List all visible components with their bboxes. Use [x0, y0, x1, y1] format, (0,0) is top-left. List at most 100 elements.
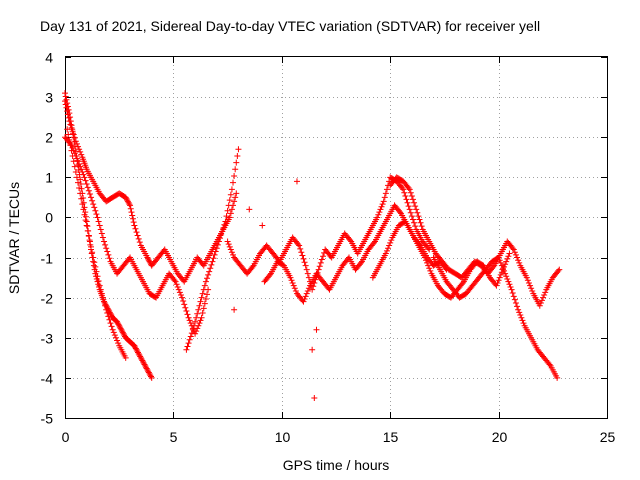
data-point	[136, 239, 143, 246]
data-point	[101, 238, 108, 245]
data-point	[383, 186, 390, 193]
data-point	[145, 255, 152, 262]
data-point	[69, 130, 76, 137]
data-point	[146, 258, 153, 265]
data-point	[541, 291, 548, 298]
data-point	[69, 152, 76, 159]
data-point	[64, 126, 71, 133]
data-point	[173, 281, 180, 288]
data-point	[496, 274, 503, 281]
data-point	[200, 305, 207, 312]
data-point	[65, 114, 72, 121]
data-point	[70, 134, 77, 141]
data-point	[186, 336, 193, 343]
x-tick-labels: 0 5 10 15 20 25	[62, 429, 616, 445]
data-point	[102, 302, 109, 309]
data-point	[537, 300, 544, 307]
x-tick-label: 0	[62, 429, 70, 445]
data-point	[199, 310, 206, 317]
data-point	[202, 278, 209, 285]
data-point	[171, 277, 178, 284]
data-point	[94, 278, 101, 285]
data-point	[224, 238, 231, 245]
data-point	[375, 211, 382, 218]
data-point	[301, 259, 308, 266]
data-point	[137, 354, 144, 361]
data-point	[77, 176, 84, 183]
data-point	[318, 256, 325, 263]
data-point	[132, 345, 139, 352]
data-point	[424, 259, 431, 266]
data-point	[412, 223, 419, 230]
data-point	[219, 228, 226, 235]
data-point	[296, 242, 303, 249]
data-point	[315, 266, 322, 273]
data-point	[512, 251, 519, 258]
data-point	[414, 209, 421, 216]
data-point	[187, 333, 194, 340]
data-point	[528, 285, 535, 292]
data-point	[426, 265, 433, 272]
data-point	[413, 206, 420, 213]
data-point	[72, 148, 79, 155]
data-point	[88, 194, 95, 201]
data-point	[181, 301, 188, 308]
data-point	[382, 250, 389, 257]
data-point	[72, 138, 79, 145]
data-point	[192, 330, 199, 337]
data-point	[499, 266, 506, 273]
data-point	[192, 318, 199, 325]
data-point	[133, 346, 140, 353]
data-point	[75, 162, 82, 169]
data-point	[510, 246, 517, 253]
data-point	[259, 222, 266, 229]
data-point	[376, 209, 383, 216]
data-point	[293, 178, 300, 185]
data-point	[288, 277, 295, 284]
data-point	[515, 257, 522, 264]
data-point	[498, 269, 505, 276]
data-point	[309, 346, 316, 353]
data-point	[249, 263, 256, 270]
data-point	[144, 366, 151, 373]
data-point	[388, 237, 395, 244]
data-point	[86, 191, 93, 198]
data-point	[110, 329, 117, 336]
data-point	[179, 294, 186, 301]
data-point	[211, 251, 218, 258]
data-point	[186, 317, 193, 324]
data-point	[503, 258, 510, 265]
data-point	[415, 213, 422, 220]
data-point	[204, 291, 211, 298]
data-point	[101, 298, 108, 305]
data-point	[516, 309, 523, 316]
data-point	[232, 166, 239, 173]
data-point	[81, 211, 88, 218]
data-point	[99, 294, 106, 301]
data-point	[64, 100, 71, 107]
data-point	[131, 222, 138, 229]
data-point	[374, 214, 381, 221]
data-point	[215, 238, 222, 245]
data-point	[304, 270, 311, 277]
data-point	[77, 190, 84, 197]
data-point	[554, 374, 561, 381]
data-point	[142, 362, 149, 369]
data-point	[506, 281, 513, 288]
data-point	[302, 293, 309, 300]
y-tick-label: 2	[45, 130, 53, 146]
data-point	[235, 146, 242, 153]
data-point	[93, 268, 100, 275]
data-point	[132, 344, 139, 351]
data-point	[407, 209, 414, 216]
data-point	[504, 275, 511, 282]
data-point	[505, 253, 512, 260]
data-point	[114, 318, 121, 325]
data-point	[71, 138, 78, 145]
data-point	[82, 177, 89, 184]
data-point	[405, 185, 412, 192]
data-point	[140, 360, 147, 367]
data-point	[89, 197, 96, 204]
data-point	[80, 199, 87, 206]
